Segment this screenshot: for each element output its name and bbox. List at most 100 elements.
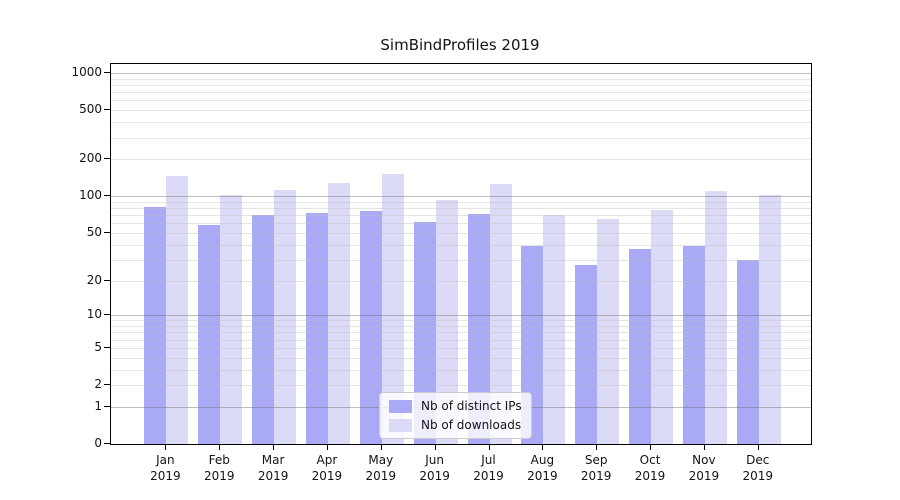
y-tick-label: 0: [94, 436, 102, 450]
bar-downloads: [597, 219, 620, 444]
legend: Nb of distinct IPs Nb of downloads: [379, 392, 532, 439]
bar-downloads: [543, 215, 566, 444]
x-tick-label: Apr 2019: [311, 453, 343, 483]
x-tick-mark: [488, 444, 490, 450]
bar-downloads: [704, 190, 727, 444]
major-gridline: [111, 72, 811, 74]
y-tick-label: 50: [86, 224, 102, 239]
x-tick-mark: [273, 444, 275, 450]
x-tick-label: Aug 2019: [527, 453, 558, 483]
y-tick-mark: [104, 158, 110, 160]
bar-downloads: [220, 195, 243, 444]
legend-row: Nb of distinct IPs: [389, 399, 522, 413]
minor-gridline: [111, 208, 811, 210]
x-tick-mark: [650, 444, 652, 450]
minor-gridline: [111, 320, 811, 322]
bar-distinct-ips: [467, 213, 490, 444]
minor-gridline: [111, 385, 811, 386]
bar-downloads: [166, 176, 189, 444]
legend-label: Nb of distinct IPs: [421, 399, 522, 413]
minor-gridline: [111, 369, 811, 371]
bar-downloads: [758, 195, 781, 444]
y-tick-label: 20: [86, 272, 102, 287]
minor-gridline: [111, 326, 811, 327]
minor-gridline: [111, 223, 811, 225]
x-tick-label: Jun 2019: [419, 453, 450, 483]
y-tick-label: 10: [86, 307, 102, 322]
bar-distinct-ips: [575, 265, 598, 444]
legend-row: Nb of downloads: [389, 418, 522, 432]
y-tick-mark: [104, 443, 110, 444]
bar-distinct-ips: [305, 212, 328, 444]
plot-area: Nb of distinct IPs Nb of downloads: [110, 63, 812, 445]
x-tick-mark: [326, 444, 328, 450]
y-tick-label: 200: [79, 151, 102, 166]
y-tick-label: 1000: [71, 64, 102, 79]
x-tick-label: Jan 2019: [150, 453, 181, 483]
minor-gridline: [111, 92, 811, 94]
major-gridline: [111, 315, 811, 317]
bar-downloads: [489, 184, 512, 444]
y-tick-label: 100: [79, 188, 102, 203]
y-tick-mark: [104, 279, 110, 281]
x-tick-mark: [380, 444, 382, 450]
x-tick-label: Nov 2019: [688, 453, 720, 483]
x-tick-label: Feb 2019: [203, 453, 235, 483]
minor-gridline: [111, 280, 811, 282]
y-tick-mark: [104, 314, 110, 316]
minor-gridline: [111, 137, 811, 139]
chart-title: SimBindProfiles 2019: [380, 36, 540, 54]
legend-label: Nb of downloads: [421, 418, 522, 432]
y-tick-mark: [104, 384, 110, 385]
minor-gridline: [111, 201, 811, 203]
y-tick-mark: [104, 109, 110, 111]
minor-gridline: [111, 215, 811, 217]
y-tick-label: 1: [94, 398, 102, 413]
minor-gridline: [111, 339, 811, 341]
bar-distinct-ips: [252, 215, 275, 444]
x-tick-mark: [434, 444, 436, 450]
minor-gridline: [111, 84, 811, 86]
minor-gridline: [111, 100, 811, 102]
bar-downloads: [381, 174, 404, 444]
major-gridline: [111, 196, 811, 198]
y-tick-mark: [104, 405, 110, 407]
bar-downloads: [274, 189, 297, 444]
bar-distinct-ips: [413, 222, 436, 444]
x-tick-label: Mar 2019: [257, 453, 289, 483]
minor-gridline: [111, 122, 811, 124]
bar-downloads: [327, 182, 350, 444]
bar-distinct-ips: [198, 225, 221, 444]
legend-swatch: [389, 399, 412, 413]
y-tick-mark: [104, 346, 110, 348]
bar-distinct-ips: [144, 207, 167, 444]
bar-downloads: [435, 200, 458, 444]
bar-distinct-ips: [682, 245, 705, 444]
minor-gridline: [111, 110, 811, 112]
minor-gridline: [111, 159, 811, 161]
bar-distinct-ips: [359, 210, 382, 444]
minor-gridline: [111, 347, 811, 349]
x-tick-mark: [757, 444, 759, 450]
y-tick-label: 5: [94, 339, 102, 354]
minor-gridline: [111, 357, 811, 359]
y-tick-mark: [104, 231, 110, 233]
y-tick-label: 2: [94, 377, 102, 391]
bar-distinct-ips: [736, 259, 759, 444]
y-tick-label: 500: [79, 102, 102, 117]
minor-gridline: [111, 259, 811, 261]
y-tick-mark: [104, 71, 110, 73]
x-tick-mark: [219, 444, 221, 450]
x-tick-mark: [596, 444, 598, 450]
y-tick-mark: [104, 195, 110, 197]
legend-swatch: [389, 418, 412, 432]
bar-distinct-ips: [629, 248, 652, 444]
minor-gridline: [111, 78, 811, 80]
x-tick-label: Sep 2019: [580, 453, 612, 483]
bar-downloads: [651, 210, 674, 444]
x-tick-label: May 2019: [365, 453, 397, 483]
x-tick-label: Oct 2019: [634, 453, 666, 483]
x-tick-label: Jul 2019: [473, 453, 504, 483]
x-tick-label: Dec 2019: [742, 453, 774, 483]
